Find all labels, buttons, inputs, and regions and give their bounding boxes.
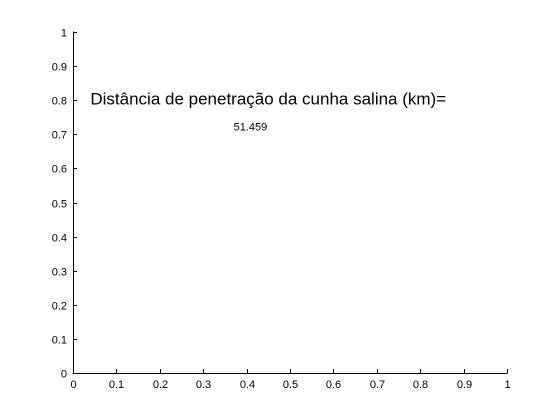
x-tick-label: 0.4 [240, 379, 255, 391]
x-tick-label: 0.2 [153, 379, 168, 391]
annotations: Distância de penetração da cunha salina … [90, 90, 446, 134]
y-tick-label: 0.9 [52, 62, 67, 74]
x-tick-label: 0 [70, 379, 76, 391]
y-tick-label: 0.2 [52, 301, 67, 313]
x-tick-label: 0.7 [370, 379, 385, 391]
y-tick-label: 0.8 [52, 96, 67, 108]
x-tick-label: 0.3 [196, 379, 211, 391]
y-tick-label: 0 [61, 369, 67, 381]
x-tick-label: 0.8 [413, 379, 428, 391]
x-tick-label: 0.1 [109, 379, 124, 391]
y-tick-label: 0.4 [52, 233, 67, 245]
y-tick-label: 1 [61, 28, 67, 40]
y-tick-label: 0.7 [52, 130, 67, 142]
y-tick-label: 0.3 [52, 267, 67, 279]
x-axis-ticks: 0 0.1 0.2 0.3 0.4 0.5 0.6 0.7 0.8 0.9 1 [70, 369, 511, 391]
y-tick-label: 0.1 [52, 335, 67, 347]
x-tick-label: 0.9 [457, 379, 472, 391]
y-tick-label: 0.6 [52, 164, 67, 176]
annotation-label: Distância de penetração da cunha salina … [90, 90, 446, 109]
y-tick-label: 0.5 [52, 199, 67, 211]
x-tick-label: 0.6 [326, 379, 341, 391]
annotation-value: 51.459 [234, 121, 268, 133]
x-tick-label: 0.5 [283, 379, 298, 391]
x-tick-label: 1 [504, 379, 510, 391]
